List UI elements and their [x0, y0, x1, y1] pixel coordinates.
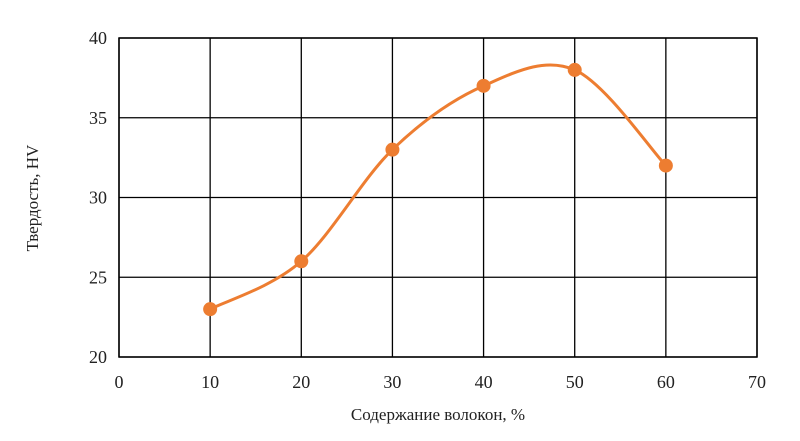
x-tick-label-30: 30: [383, 372, 401, 392]
x-tick-label-10: 10: [201, 372, 219, 392]
y-tick-label-30: 30: [89, 188, 107, 208]
data-point-30: [385, 142, 400, 157]
y-tick-label-40: 40: [89, 28, 107, 48]
x-tick-label-20: 20: [292, 372, 310, 392]
data-point-20: [294, 254, 309, 269]
x-tick-label-0: 0: [115, 372, 124, 392]
data-point-50: [567, 62, 582, 77]
data-point-10: [203, 302, 218, 317]
x-tick-label-60: 60: [657, 372, 675, 392]
data-point-40: [476, 78, 491, 93]
plot-frame: [118, 37, 758, 358]
data-point-60: [658, 158, 673, 173]
grid: [118, 37, 758, 358]
x-axis-title: Содержание волокон, %: [351, 405, 525, 424]
y-tick-label-20: 20: [89, 347, 107, 367]
x-tick-label-70: 70: [748, 372, 766, 392]
x-tick-label-40: 40: [475, 372, 493, 392]
y-tick-label-35: 35: [89, 108, 107, 128]
x-tick-label-50: 50: [566, 372, 584, 392]
y-axis-title: Твердость, HV: [23, 144, 42, 251]
series-line-0: [208, 63, 668, 311]
series-layer: [203, 62, 673, 317]
tick-labels: 0 10 20 30 40 50 60 70 20 25 30 35 40: [89, 28, 766, 392]
y-tick-label-25: 25: [89, 267, 107, 287]
